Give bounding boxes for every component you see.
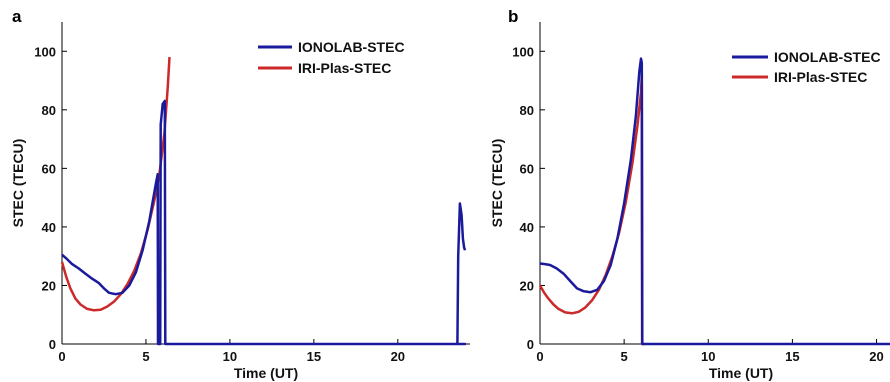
y-tick-label: 80: [42, 103, 56, 118]
x-tick-label: 5: [621, 349, 628, 364]
y-tick-label: 100: [512, 44, 534, 59]
panel-a-series-lines: [60, 57, 467, 346]
y-tick-label: 40: [42, 220, 56, 235]
series-line-iri-plas-stec: [538, 73, 645, 346]
panel-a-label: a: [12, 7, 22, 26]
panel-b: b 0 20 40 60 80 100 0 5 10 15 20 STEC (TECU) Time…: [489, 7, 890, 381]
panel-a-y-ticks: 0 20 40 60 80 100: [34, 44, 67, 352]
panel-b-label: b: [508, 7, 518, 26]
x-tick-label: 10: [223, 349, 237, 364]
x-tick-label: 15: [307, 349, 321, 364]
panel-a-y-axis-label: STEC (TECU): [10, 139, 26, 228]
series-line-iri-plas-stec: [60, 57, 171, 312]
panel-b-series-lines: [538, 57, 890, 346]
x-tick-label: 5: [142, 349, 149, 364]
x-tick-label: 15: [785, 349, 799, 364]
panel-a-x-ticks: 0 5 10 15 20: [58, 339, 405, 364]
panel-b-y-axis-label: STEC (TECU): [489, 139, 505, 228]
panel-b-x-ticks: 0 5 10 15 20: [536, 339, 884, 364]
panel-b-y-ticks: 0 20 40 60 80 100: [512, 44, 545, 352]
panel-a-x-axis-label: Time (UT): [234, 365, 298, 381]
y-tick-label: 20: [520, 278, 534, 293]
panel-a-legend-label-iri: IRI-Plas-STEC: [298, 60, 391, 76]
y-tick-label: 100: [34, 44, 56, 59]
y-tick-label: 40: [520, 220, 534, 235]
panel-b-x-axis-label: Time (UT): [709, 365, 773, 381]
x-tick-label: 20: [391, 349, 405, 364]
panel-a: a 0 20 40 60 80 100 0 5 10 15 20 STEC (TECU) Time…: [10, 7, 470, 381]
panel-b-legend-label-iri: IRI-Plas-STEC: [774, 69, 867, 85]
series-line-ionolab-stec: [539, 57, 890, 346]
y-tick-label: 80: [520, 103, 534, 118]
y-tick-label: 60: [42, 161, 56, 176]
panel-b-legend-label-ionolab: IONOLAB-STEC: [774, 49, 881, 65]
panel-a-legend: IONOLAB-STEC IRI-Plas-STEC: [258, 39, 405, 76]
series-line-ionolab-stec: [61, 99, 467, 346]
x-tick-label: 10: [701, 349, 715, 364]
y-tick-label: 0: [527, 337, 534, 352]
x-tick-label: 0: [536, 349, 543, 364]
panel-b-legend: IONOLAB-STEC IRI-Plas-STEC: [732, 49, 881, 85]
y-tick-label: 20: [42, 278, 56, 293]
x-tick-label: 0: [58, 349, 65, 364]
y-tick-label: 0: [49, 337, 56, 352]
panel-a-legend-label-ionolab: IONOLAB-STEC: [298, 39, 405, 55]
x-tick-label: 20: [869, 349, 883, 364]
y-tick-label: 60: [520, 161, 534, 176]
